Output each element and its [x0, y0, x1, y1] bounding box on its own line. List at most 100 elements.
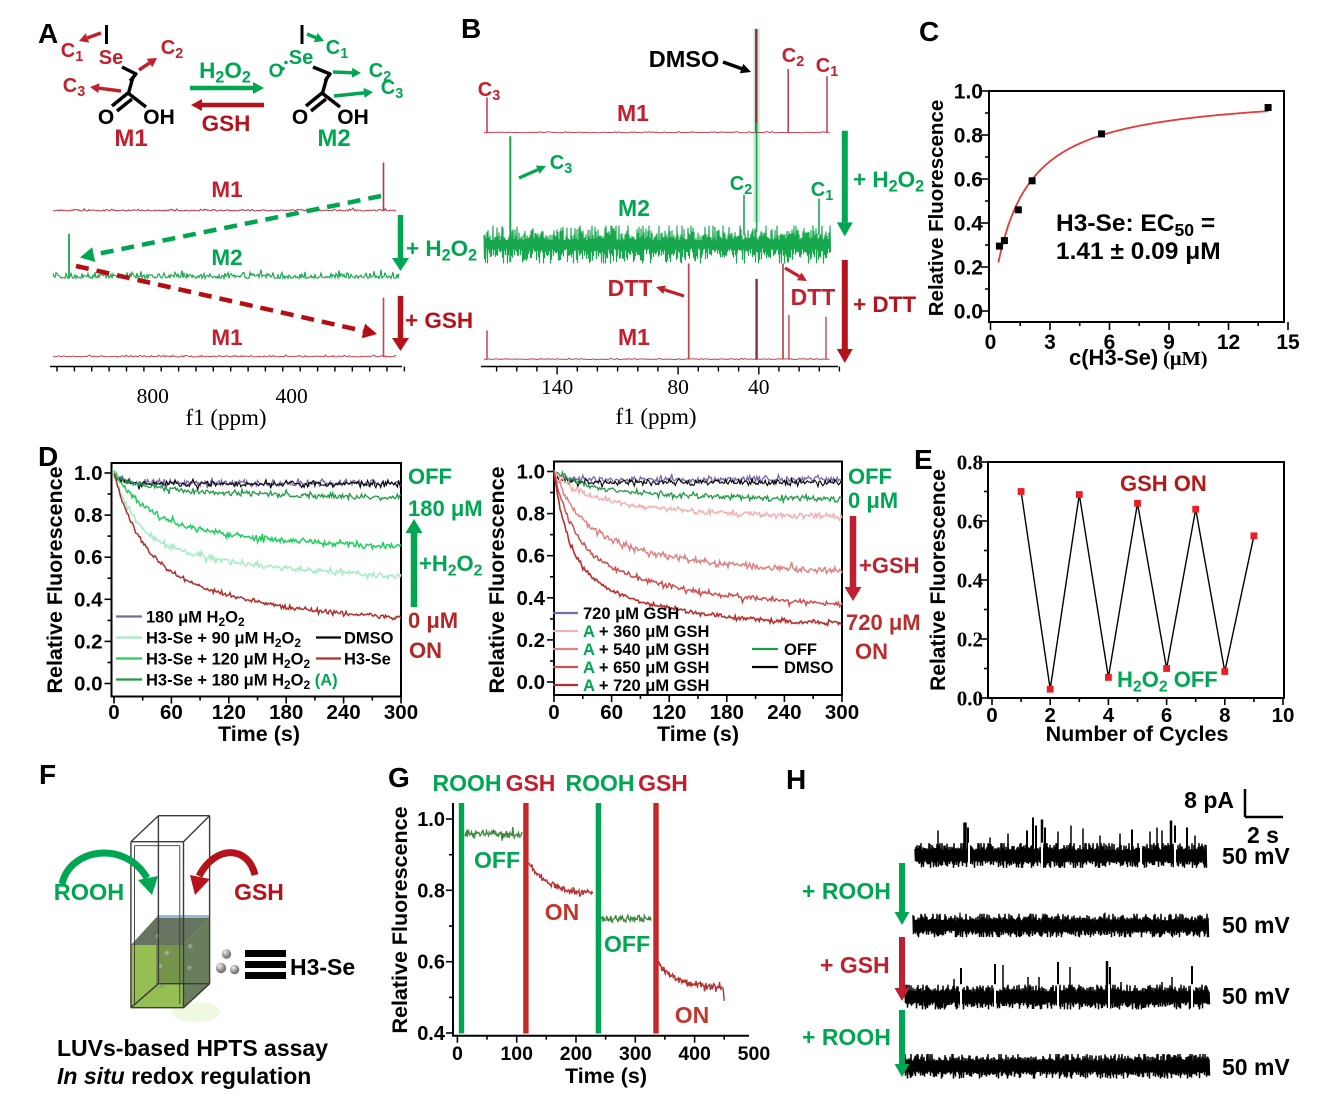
svg-text:M2: M2 — [211, 245, 242, 270]
svg-text:DTT: DTT — [608, 275, 653, 301]
svg-text:f1 (ppm): f1 (ppm) — [185, 405, 266, 430]
svg-text:0 μM: 0 μM — [408, 608, 458, 633]
svg-text:c(H3-Se): c(H3-Se) — [1069, 345, 1158, 370]
svg-text:DMSO: DMSO — [344, 630, 394, 648]
svg-text:180 μM H2​O2​: 180 μM H2​O2​ — [146, 609, 245, 629]
svg-text:M2: M2 — [317, 125, 350, 152]
svg-text:40: 40 — [748, 375, 770, 399]
svg-text:0.8: 0.8 — [74, 504, 103, 527]
svg-text:0.6: 0.6 — [954, 169, 983, 192]
svg-text:Time (s): Time (s) — [657, 722, 739, 746]
svg-text:Relative Fluorescence: Relative Fluorescence — [925, 100, 948, 317]
svg-text:ROOH: ROOH — [566, 770, 635, 796]
svg-text:M1: M1 — [618, 324, 650, 350]
svg-text:+ ROOH: + ROOH — [802, 878, 891, 904]
svg-text:A + 540 μM GSH: A + 540 μM GSH — [583, 641, 709, 659]
svg-text:10: 10 — [1272, 704, 1295, 727]
svg-text:A: A — [38, 18, 58, 49]
svg-text:12: 12 — [1217, 331, 1240, 354]
svg-text:ROOH: ROOH — [54, 879, 125, 905]
svg-text:OH: OH — [337, 106, 369, 129]
svg-text:Number of Cycles: Number of Cycles — [1046, 722, 1229, 746]
svg-text:100: 100 — [500, 1043, 533, 1065]
svg-text:0.4: 0.4 — [957, 569, 984, 593]
svg-text:Relative Fluorescence: Relative Fluorescence — [43, 466, 67, 693]
svg-text:0.4: 0.4 — [74, 588, 103, 611]
svg-text:Se: Se — [99, 47, 123, 69]
svg-text:+ H2​O2​: + H2​O2​ — [853, 167, 924, 196]
svg-text:(μM): (μM) — [1163, 348, 1208, 370]
svg-text:GSH: GSH — [202, 111, 251, 136]
svg-text:GSH: GSH — [234, 879, 284, 905]
svg-text:60: 60 — [600, 701, 623, 724]
svg-text:LUVs-based HPTS assay: LUVs-based HPTS assay — [57, 1035, 328, 1061]
svg-text:800: 800 — [137, 384, 169, 408]
svg-text:0: 0 — [985, 331, 997, 354]
svg-text:H2​O2​ OFF: H2​O2​ OFF — [1117, 667, 1218, 695]
svg-text:50 mV: 50 mV — [1222, 912, 1290, 938]
svg-text:M2: M2 — [618, 195, 650, 221]
svg-text:0.6: 0.6 — [74, 546, 103, 569]
svg-text:4: 4 — [1103, 704, 1115, 727]
svg-text:D: D — [38, 441, 58, 472]
svg-text:A + 360 μM GSH: A + 360 μM GSH — [583, 623, 709, 641]
svg-text:0.4: 0.4 — [517, 587, 546, 610]
svg-text:M1: M1 — [617, 100, 649, 126]
svg-text:0.2: 0.2 — [957, 628, 983, 652]
svg-text:0 μM: 0 μM — [848, 488, 898, 513]
svg-text:Relative Fluorescence: Relative Fluorescence — [927, 469, 950, 691]
svg-text:Relative Fluorescence: Relative Fluorescence — [485, 466, 509, 693]
svg-text:1.0: 1.0 — [417, 809, 445, 831]
svg-text:OFF: OFF — [474, 847, 520, 873]
svg-text:O: O — [292, 106, 308, 129]
svg-text:8 pA: 8 pA — [1184, 787, 1234, 813]
svg-text:H3-Se: H3-Se — [344, 651, 391, 669]
svg-text:A + 720 μM GSH: A + 720 μM GSH — [583, 677, 709, 695]
svg-text:60: 60 — [160, 701, 183, 724]
svg-text:In situ redox regulation: In situ redox regulation — [57, 1063, 311, 1089]
svg-text:H3-Se: H3-Se — [290, 954, 355, 980]
svg-text:O: O — [98, 106, 114, 129]
svg-text:+ ROOH: + ROOH — [802, 1024, 891, 1050]
svg-text:E: E — [914, 444, 933, 475]
svg-text:G: G — [388, 762, 410, 793]
svg-text:720 μM: 720 μM — [846, 610, 921, 635]
svg-text:0: 0 — [452, 1043, 463, 1065]
svg-text:B: B — [461, 13, 481, 44]
svg-text:DMSO: DMSO — [649, 46, 720, 72]
svg-text:0.0: 0.0 — [74, 673, 103, 696]
svg-text:50 mV: 50 mV — [1222, 1054, 1290, 1080]
svg-text:+ GSH: + GSH — [405, 308, 473, 333]
svg-text:0.2: 0.2 — [517, 629, 546, 652]
svg-text:300: 300 — [825, 701, 859, 724]
svg-text:Time (s): Time (s) — [565, 1064, 647, 1088]
svg-text:240: 240 — [326, 701, 360, 724]
svg-text:DMSO: DMSO — [784, 659, 834, 677]
svg-text:Relative Fluorescence: Relative Fluorescence — [388, 806, 412, 1033]
svg-text:H3-Se + 90 μM H2​O2​: H3-Se + 90 μM H2​O2​ — [146, 630, 301, 650]
svg-text:0: 0 — [548, 701, 559, 724]
svg-text:720 μM GSH: 720 μM GSH — [583, 605, 679, 623]
svg-text:+GSH: +GSH — [859, 553, 920, 578]
svg-text:0.8: 0.8 — [957, 451, 983, 475]
svg-text:0.8: 0.8 — [417, 880, 445, 902]
svg-text:O: O — [269, 61, 284, 82]
svg-text:0.0: 0.0 — [954, 301, 983, 324]
svg-text:OFF: OFF — [408, 464, 452, 489]
svg-text:120: 120 — [212, 701, 246, 724]
svg-text:120: 120 — [652, 701, 686, 724]
svg-text:M1: M1 — [211, 177, 242, 202]
svg-text:f1 (ppm): f1 (ppm) — [615, 404, 696, 429]
svg-text:1.0: 1.0 — [954, 81, 983, 104]
svg-text:OFF: OFF — [604, 931, 650, 957]
svg-text:ON: ON — [545, 899, 580, 925]
svg-text:50 mV: 50 mV — [1222, 843, 1290, 869]
svg-text:9: 9 — [1163, 331, 1175, 354]
svg-text:200: 200 — [560, 1043, 593, 1065]
svg-text:Time (s): Time (s) — [218, 722, 300, 746]
svg-text:H3-Se + 120 μM H2​O2​: H3-Se + 120 μM H2​O2​ — [146, 651, 311, 671]
svg-text:+ GSH: + GSH — [820, 952, 890, 978]
svg-text:0.2: 0.2 — [74, 630, 103, 653]
svg-text:+ DTT: + DTT — [853, 292, 916, 317]
svg-text:180 μM: 180 μM — [408, 496, 483, 521]
